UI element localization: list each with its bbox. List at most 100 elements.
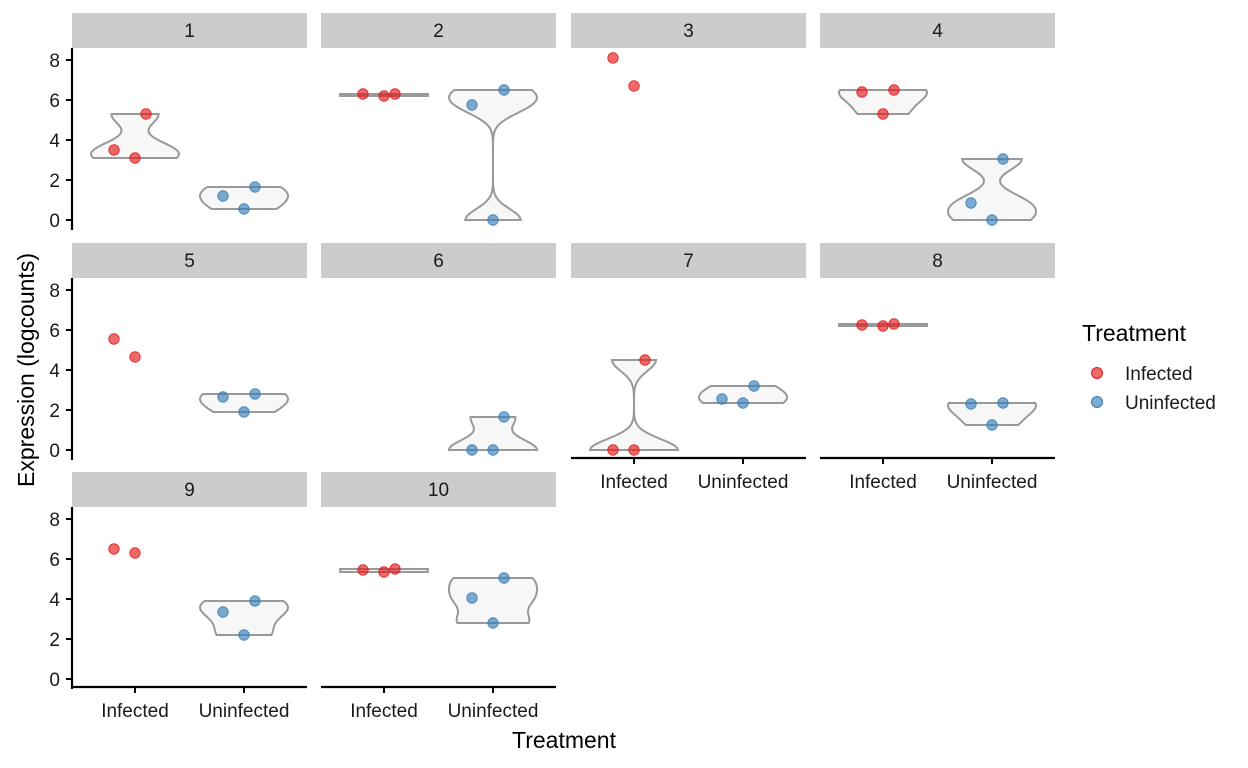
facet-strip-label: 7 bbox=[683, 251, 694, 272]
y-tick-label: 2 bbox=[49, 630, 60, 651]
data-point-uninfected bbox=[466, 99, 478, 111]
data-point-infected bbox=[639, 354, 651, 366]
legend-key-infected bbox=[1091, 367, 1103, 379]
facet-strip bbox=[820, 13, 1055, 48]
data-point-uninfected bbox=[997, 153, 1009, 165]
data-point-infected bbox=[888, 84, 900, 96]
y-tick-label: 8 bbox=[49, 510, 60, 531]
data-point-uninfected bbox=[466, 592, 478, 604]
facet-strip bbox=[72, 13, 307, 48]
legend-title: Treatment bbox=[1082, 320, 1187, 346]
data-point-infected bbox=[129, 547, 141, 559]
facet-strip bbox=[321, 243, 556, 278]
data-point-uninfected bbox=[217, 606, 229, 618]
facet-strip bbox=[321, 13, 556, 48]
facet-panel-5: 5 0 2 4 6 8 bbox=[49, 243, 307, 462]
facet-strip-label: 3 bbox=[683, 21, 694, 42]
x-tick-label: Infected bbox=[849, 472, 917, 493]
data-point-infected bbox=[378, 90, 390, 102]
data-point-uninfected bbox=[487, 444, 499, 456]
y-tick-label: 6 bbox=[49, 91, 60, 112]
y-tick-label: 6 bbox=[49, 550, 60, 571]
data-point-infected bbox=[628, 80, 640, 92]
facet-strip bbox=[72, 243, 307, 278]
facet-panel-3: 3 bbox=[571, 13, 806, 92]
facet-strip bbox=[571, 13, 806, 48]
data-point-infected bbox=[628, 444, 640, 456]
data-point-uninfected bbox=[716, 393, 728, 405]
y-tick-label: 0 bbox=[49, 211, 60, 232]
data-point-uninfected bbox=[748, 380, 760, 392]
y-tick-label: 4 bbox=[49, 361, 60, 382]
legend-label-uninfected: Uninfected bbox=[1125, 393, 1216, 414]
data-point-uninfected bbox=[217, 190, 229, 202]
data-point-uninfected bbox=[965, 398, 977, 410]
data-point-infected bbox=[856, 319, 868, 331]
facet-strip-label: 6 bbox=[433, 251, 444, 272]
facet-panel-2: 2 bbox=[321, 13, 556, 226]
data-point-uninfected bbox=[217, 391, 229, 403]
data-point-uninfected bbox=[238, 629, 250, 641]
data-point-uninfected bbox=[249, 181, 261, 193]
facet-panel-7: 7 Infected Uninfected bbox=[571, 243, 806, 493]
data-point-infected bbox=[129, 351, 141, 363]
violin-uninfected bbox=[448, 577, 538, 624]
facet-strip-label: 8 bbox=[932, 251, 943, 272]
data-point-uninfected bbox=[498, 572, 510, 584]
data-point-uninfected bbox=[466, 444, 478, 456]
facet-strip bbox=[72, 472, 307, 507]
data-point-uninfected bbox=[498, 411, 510, 423]
y-tick-label: 2 bbox=[49, 401, 60, 422]
facet-panel-4: 4 bbox=[820, 13, 1055, 226]
data-point-uninfected bbox=[487, 617, 499, 629]
data-point-infected bbox=[140, 108, 152, 120]
x-axis-title: Treatment bbox=[512, 727, 617, 753]
facet-strip bbox=[321, 472, 556, 507]
facet-strip-label: 4 bbox=[932, 21, 943, 42]
legend: Treatment Infected Uninfected bbox=[1082, 320, 1216, 414]
violin-infected bbox=[588, 359, 680, 451]
violin-uninfected bbox=[447, 416, 539, 451]
data-point-uninfected bbox=[986, 419, 998, 431]
data-point-infected bbox=[888, 318, 900, 330]
data-point-infected bbox=[877, 108, 889, 120]
y-tick-label: 4 bbox=[49, 590, 60, 611]
facet-panel-1: 1 0 2 4 6 8 bbox=[49, 13, 307, 232]
y-tick-label: 2 bbox=[49, 171, 60, 192]
data-point-infected bbox=[607, 444, 619, 456]
data-point-infected bbox=[108, 144, 120, 156]
x-tick-label: Uninfected bbox=[448, 701, 539, 722]
legend-label-infected: Infected bbox=[1125, 364, 1193, 385]
y-tick-label: 8 bbox=[49, 51, 60, 72]
x-tick-label: Infected bbox=[600, 472, 668, 493]
facet-strip-label: 1 bbox=[184, 21, 195, 42]
x-tick-label: Uninfected bbox=[698, 472, 789, 493]
data-point-uninfected bbox=[965, 197, 977, 209]
legend-entries: Infected Uninfected bbox=[1091, 364, 1216, 414]
data-point-uninfected bbox=[986, 214, 998, 226]
data-point-uninfected bbox=[249, 595, 261, 607]
facet-panel-10: 10 Infected Uninfected bbox=[321, 472, 556, 722]
facet-strip bbox=[571, 243, 806, 278]
data-point-infected bbox=[856, 86, 868, 98]
facet-strip-label: 9 bbox=[184, 480, 195, 501]
violin-uninfected bbox=[947, 158, 1037, 221]
violin-uninfected bbox=[447, 89, 539, 221]
facet-panel-8: 8 Infected Uninfected bbox=[820, 243, 1055, 493]
data-point-infected bbox=[357, 564, 369, 576]
data-point-uninfected bbox=[249, 388, 261, 400]
data-point-infected bbox=[389, 88, 401, 100]
facet-strip bbox=[820, 243, 1055, 278]
x-tick-label: Infected bbox=[101, 701, 169, 722]
facet-panel-6: 6 bbox=[321, 243, 556, 456]
violin-infected bbox=[89, 113, 181, 159]
data-point-uninfected bbox=[997, 397, 1009, 409]
x-tick-label: Uninfected bbox=[199, 701, 290, 722]
data-point-infected bbox=[357, 88, 369, 100]
y-tick-label: 4 bbox=[49, 131, 60, 152]
data-point-uninfected bbox=[487, 214, 499, 226]
data-point-uninfected bbox=[498, 84, 510, 96]
data-point-infected bbox=[877, 320, 889, 332]
